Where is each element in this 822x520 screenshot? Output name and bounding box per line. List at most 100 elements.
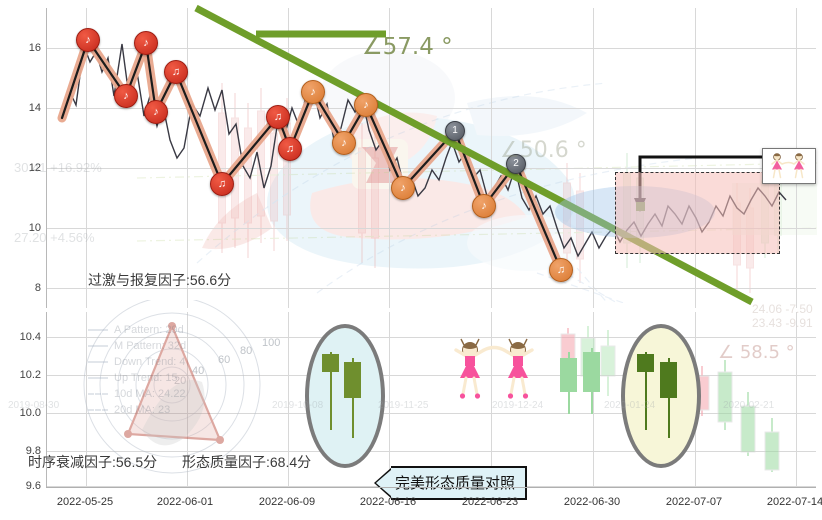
watermark-text: 27.20 +4.56% — [14, 230, 95, 245]
ytick-upper: 10 — [28, 222, 41, 234]
numbered-marker[interactable]: 1 — [445, 121, 465, 141]
xtick: 2022-06-30 — [563, 496, 621, 508]
vgridline — [593, 312, 594, 487]
candle[interactable] — [344, 358, 361, 438]
gridline — [47, 375, 816, 376]
watermark-date: 2020-02-21 — [723, 400, 775, 411]
angle-annotation-tertiary: ∠ 58.5 ° — [718, 342, 795, 363]
ytick-upper: 14 — [28, 102, 41, 114]
pattern-comparison-callout[interactable]: 完美形态质量对照 — [374, 466, 528, 500]
overlay-label-overreaction: 过激与报复因子:56.6分 — [88, 272, 232, 288]
angle-annotation-main: ∠57.4 ° — [362, 34, 453, 60]
legend-swatch — [88, 377, 108, 379]
legend-item: A Pattern: 29d — [88, 322, 186, 338]
legend-item: Down Trend: 4 — [88, 354, 186, 370]
pivot-marker[interactable]: ♪ — [472, 194, 496, 218]
vgridline — [593, 8, 594, 308]
vgridline — [491, 8, 492, 308]
ytick-lower: 10.2 — [19, 369, 41, 381]
vgridline — [86, 8, 87, 308]
gridline — [47, 168, 816, 169]
legend-watermark: A Pattern: 29d M Pattern: 32d Down Trend… — [88, 322, 186, 418]
legend-item: M Pattern: 32d — [88, 338, 186, 354]
watermark-text: 24.06 -7.50 — [752, 302, 813, 316]
candle-body — [322, 354, 339, 372]
candle-wick — [329, 352, 332, 430]
ytick-lower: 10.4 — [19, 331, 41, 343]
watermark-date: 2019-12-24 — [492, 400, 544, 411]
legend-item: 20d MA: 23 — [88, 402, 186, 418]
ytick-upper: 8 — [34, 282, 41, 294]
candle[interactable] — [660, 358, 677, 438]
candle-wick — [644, 352, 647, 430]
candle[interactable] — [322, 352, 339, 430]
legend-label: 20d MA: 23 — [114, 404, 171, 416]
pivot-marker[interactable]: ♪ — [134, 31, 158, 55]
legend-label: 10d MA: 24.22 — [114, 388, 186, 400]
watermark-date: 2019-10-08 — [272, 400, 324, 411]
vgridline — [288, 312, 289, 487]
gridline — [47, 413, 816, 414]
xtick: 2022-06-01 — [156, 496, 214, 508]
pivot-marker[interactable]: ♫ — [164, 60, 188, 84]
pivot-marker[interactable]: ♫ — [266, 105, 290, 129]
legend-swatch — [88, 361, 108, 363]
angle-annotation-secondary: ∠50.6 ° — [500, 138, 587, 163]
pivot-marker[interactable]: ♪ — [332, 131, 356, 155]
pivot-marker[interactable]: ♫ — [549, 258, 573, 282]
candle-body — [660, 362, 677, 398]
pivot-marker[interactable]: ♪ — [301, 80, 325, 104]
watermark-date: 2020-01-24 — [604, 400, 656, 411]
candle-body — [637, 354, 654, 372]
legend-label: Up Trend: 15 — [114, 372, 178, 384]
candle[interactable] — [637, 352, 654, 430]
candle-body — [344, 362, 361, 398]
legend-swatch — [88, 345, 108, 347]
candle-body — [560, 358, 577, 392]
xtick: 2022-06-16 — [359, 496, 417, 508]
vgridline — [695, 8, 696, 308]
candle-wick — [667, 358, 670, 438]
xtick: 2022-05-25 — [56, 496, 114, 508]
ytick-upper: 16 — [28, 42, 41, 54]
legend-swatch — [88, 409, 108, 411]
xtick: 2022-06-09 — [258, 496, 316, 508]
callout-arrow-inner — [376, 470, 391, 496]
candle[interactable] — [583, 348, 600, 414]
ytick-lower: 9.8 — [25, 445, 41, 457]
vgridline — [86, 312, 87, 487]
pivot-marker[interactable]: ♪ — [114, 84, 138, 108]
candle-wick — [351, 358, 354, 438]
numbered-marker[interactable]: 2 — [506, 154, 526, 174]
legend-label: M Pattern: 32d — [114, 340, 187, 352]
overlay-label-pattern-quality: 形态质量因子:68.4分 — [182, 454, 312, 470]
xtick: 2022-06-23 — [461, 496, 519, 508]
legend-item: 10d MA: 24.22 — [88, 386, 186, 402]
watermark-date: 2019-11-25 — [378, 400, 429, 411]
dancer-pair-icon — [771, 153, 805, 179]
xtick: 2022-07-07 — [665, 496, 723, 508]
candle-body — [583, 352, 600, 392]
pivot-marker[interactable]: ♪ — [391, 176, 415, 200]
legend-swatch — [88, 329, 108, 331]
right-highlight-ellipse — [621, 324, 701, 468]
pivot-marker[interactable]: ♪ — [144, 100, 168, 124]
pivot-marker[interactable]: ♪ — [354, 93, 378, 117]
watermark-date: 2019-08-30 — [8, 400, 60, 411]
pivot-marker[interactable]: ♪ — [76, 28, 100, 52]
vgridline — [389, 312, 390, 487]
candle[interactable] — [560, 352, 577, 414]
ytick-upper: 12 — [28, 162, 41, 174]
ytick-lower: 10.0 — [19, 407, 41, 419]
watermark-text: 30.41 +16.92% — [14, 160, 102, 175]
legend-swatch — [88, 393, 108, 395]
dancer-pair-illustration — [454, 338, 534, 399]
xtick: 2022-07-14 — [766, 496, 822, 508]
pip-thumbnail[interactable] — [762, 148, 816, 184]
pivot-marker[interactable]: ♫ — [210, 172, 234, 196]
overlay-label-time-decay: 时序衰减因子:56.5分 — [28, 454, 158, 470]
vgridline — [187, 8, 188, 308]
legend-label: A Pattern: 29d — [114, 324, 184, 336]
pivot-marker[interactable]: ♫ — [278, 137, 302, 161]
